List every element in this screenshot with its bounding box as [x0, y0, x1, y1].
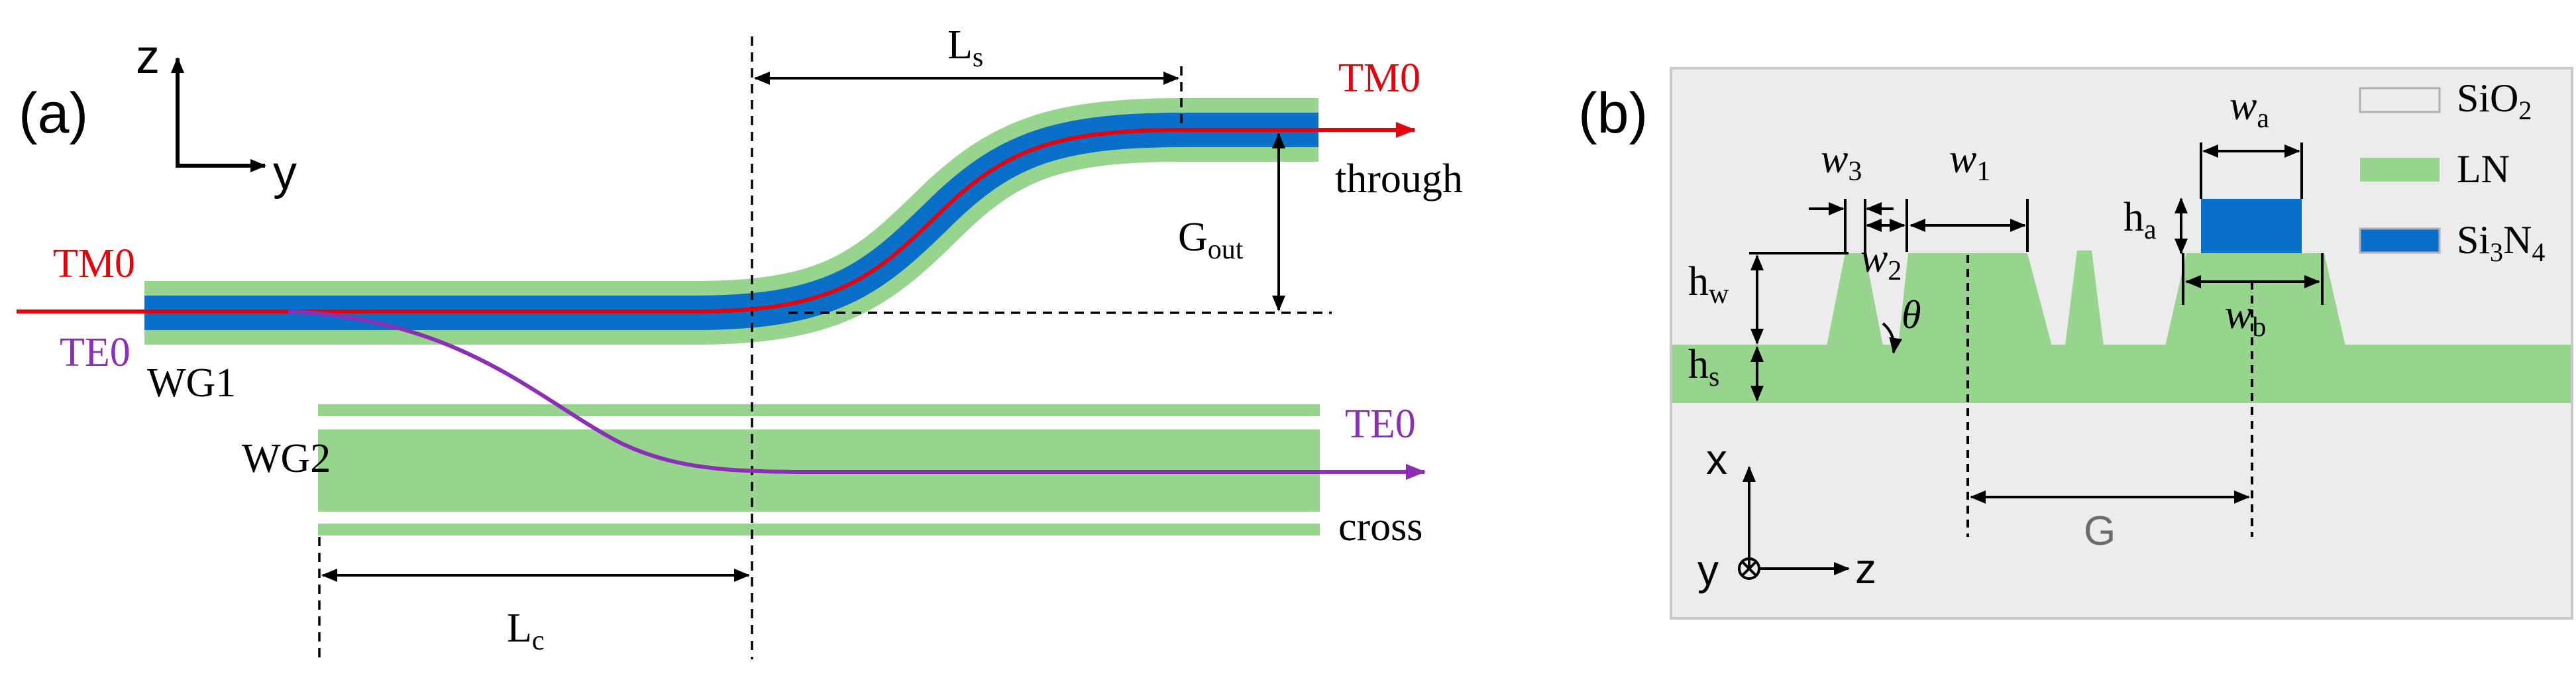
ls-label: Ls [947, 23, 983, 73]
wg2-slab-top [318, 404, 1320, 416]
legend-swatch-sio2 [2359, 87, 2441, 113]
w1-label: w1 [1949, 137, 1990, 187]
axis-x-label: x [1706, 435, 1727, 483]
gout-label: Gout [1178, 215, 1244, 265]
output-tm0-label: TM0 [1338, 56, 1421, 101]
theta-arc [1882, 322, 1903, 354]
wg1-ln-ridge [144, 98, 1318, 345]
legend-label-si3n4: Si3N4 [2457, 218, 2545, 267]
wg1-waveguide [144, 98, 1318, 345]
input-tm0-label: TM0 [53, 241, 135, 286]
wg1-label: WG1 [147, 361, 236, 406]
wg2-label: WG2 [242, 436, 331, 481]
axis-z-label: z [136, 30, 160, 84]
axis-y-label: y [273, 146, 297, 199]
panel-a: (a) z y Ls [17, 23, 1463, 659]
axis-y-label: y [1697, 546, 1719, 594]
reference-lines [318, 36, 1332, 659]
lc-label: Lc [507, 606, 545, 656]
axes-zy: z y [136, 30, 297, 199]
tm0-mode-path [17, 122, 1416, 313]
si3n4-strip [2201, 199, 2302, 253]
wg2-slab-bottom [318, 524, 1320, 535]
hw-label: hw [1688, 259, 1729, 309]
wb-label: wb [2225, 292, 2266, 343]
w3-label: w3 [1821, 137, 1862, 187]
ln-ridge-w1 [1898, 253, 2052, 346]
theta-label: θ [1902, 293, 1921, 337]
panel-b: (b) [1578, 67, 2573, 620]
axes-xyz: x y z [1697, 435, 1876, 594]
ln-ridges [1827, 251, 2345, 346]
wa-label: wa [2229, 84, 2269, 134]
axis-z-label: z [1855, 545, 1876, 592]
ha-label: ha [2123, 195, 2157, 245]
panel-b-dimensions [1749, 142, 2324, 537]
output-te0-label: TE0 [1345, 402, 1416, 447]
axis-y-out-of-plane-icon [1738, 557, 1760, 580]
ln-slab [1672, 345, 2571, 403]
ln-ridge-w3 [1827, 253, 1883, 346]
ln-ridge-small [2065, 251, 2104, 346]
legend-label-sio2: SiO2 [2457, 76, 2532, 125]
panel-b-label: (b) [1578, 82, 1648, 145]
legend-swatch-si3n4 [2359, 227, 2441, 254]
through-port-label: through [1335, 156, 1463, 201]
hs-label: hs [1688, 342, 1719, 392]
legend: SiO2 LN Si3N4 [2359, 76, 2545, 267]
legend-label-ln: LN [2457, 147, 2510, 191]
te0-mode-path [288, 309, 1426, 480]
g-label: G [2084, 508, 2116, 554]
axis-y-cross-b [1741, 560, 1758, 577]
legend-swatch-ln [2360, 158, 2440, 182]
panel-a-label: (a) [19, 82, 88, 145]
w2-label: w2 [1860, 236, 1902, 286]
sio2-cladding [1670, 67, 2573, 620]
cross-port-label: cross [1338, 504, 1422, 549]
input-te0-label: TE0 [60, 330, 131, 375]
